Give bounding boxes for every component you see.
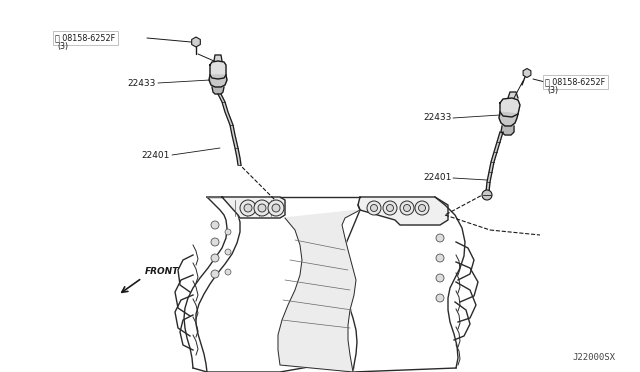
Circle shape [436,254,444,262]
Circle shape [383,201,397,215]
Circle shape [400,201,414,215]
Text: 22401: 22401 [141,151,170,160]
Text: J22000SX: J22000SX [572,353,615,362]
Polygon shape [209,75,227,87]
Polygon shape [508,92,518,98]
Text: 22401: 22401 [424,173,452,183]
Polygon shape [358,197,448,225]
Polygon shape [214,55,222,61]
Circle shape [225,269,231,275]
Circle shape [268,200,284,216]
Circle shape [240,200,256,216]
Circle shape [436,294,444,302]
Polygon shape [523,68,531,77]
Polygon shape [486,132,503,192]
Polygon shape [218,94,241,165]
Circle shape [244,204,252,212]
Polygon shape [501,126,514,135]
Circle shape [211,238,219,246]
Text: ⓘ 08158-6252F: ⓘ 08158-6252F [55,33,115,42]
Text: ⓘ 08158-6252F: ⓘ 08158-6252F [545,77,605,87]
Circle shape [211,221,219,229]
Circle shape [254,200,270,216]
Polygon shape [278,210,360,372]
Text: (3): (3) [57,42,68,51]
Circle shape [258,204,266,212]
Polygon shape [191,37,200,47]
Circle shape [482,190,492,200]
Circle shape [436,234,444,242]
Circle shape [403,205,410,212]
Circle shape [367,201,381,215]
Text: FRONT: FRONT [145,267,179,276]
Circle shape [211,254,219,262]
Polygon shape [212,87,224,94]
Circle shape [225,249,231,255]
Polygon shape [207,197,285,218]
Circle shape [415,201,429,215]
Circle shape [371,205,378,212]
Polygon shape [499,112,518,126]
Circle shape [419,205,426,212]
Polygon shape [500,98,520,117]
Polygon shape [210,61,226,79]
Text: 22433: 22433 [424,113,452,122]
Circle shape [387,205,394,212]
Text: (3): (3) [547,87,558,96]
Circle shape [225,229,231,235]
Text: 22433: 22433 [127,78,156,87]
Circle shape [436,274,444,282]
Circle shape [211,270,219,278]
Circle shape [272,204,280,212]
